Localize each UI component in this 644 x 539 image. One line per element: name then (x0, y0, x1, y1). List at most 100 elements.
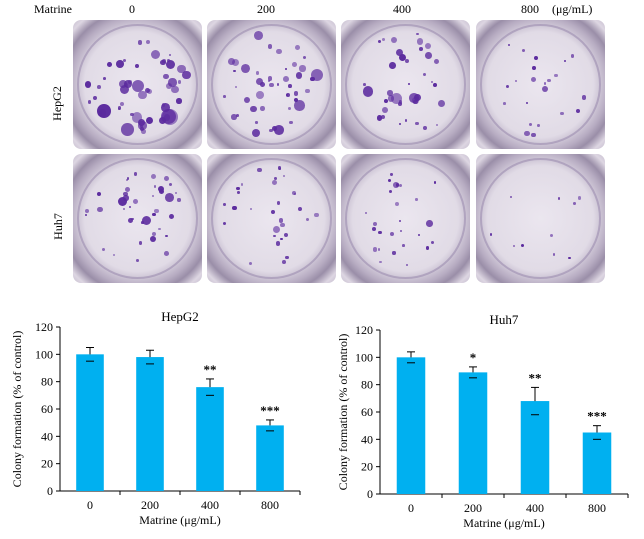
colony-spot (396, 48, 404, 56)
colony-spot (283, 76, 289, 82)
huh7-significance-label: ** (529, 370, 542, 385)
colony-spot (398, 102, 403, 107)
colony-spot (171, 85, 180, 94)
hepg2-y-tick-label: 120 (35, 320, 53, 334)
colony-spot (425, 246, 430, 250)
colony-spot (293, 91, 299, 96)
colony-spot (508, 43, 511, 47)
colony-spot (285, 255, 289, 260)
colony-spot (273, 234, 277, 238)
colony-spot (422, 72, 426, 76)
colony-spot (417, 233, 421, 236)
colony-spot (382, 107, 388, 114)
colony-spot (150, 235, 157, 242)
colony-spot (554, 73, 558, 78)
huh7-y-tick-label: 0 (367, 487, 373, 501)
colony-spot (158, 227, 161, 231)
colony-spot (134, 63, 139, 68)
huh7-y-tick-label: 20 (361, 460, 373, 474)
colony-spot (532, 66, 536, 70)
colony-spot (398, 53, 407, 62)
colony-spot (302, 55, 307, 60)
colony-spot (269, 128, 273, 133)
colony-spot (515, 80, 518, 83)
plate-hepg2-800 (476, 20, 605, 149)
colony-spot (163, 114, 171, 121)
colony-spot (249, 105, 257, 113)
row-label-huh7: Huh7 (50, 213, 65, 240)
colony-spot (123, 191, 129, 197)
colony-spot (404, 119, 408, 123)
colony-spot (165, 60, 176, 70)
colony-spot (573, 202, 577, 206)
colony-spot (161, 102, 166, 107)
hepg2-bar (76, 354, 104, 491)
huh7-x-axis-label: Matrine (μg/mL) (463, 516, 544, 530)
colony-spot (521, 48, 525, 52)
colony-spot (528, 122, 532, 126)
colony-spot (564, 59, 567, 63)
colony-spot (542, 86, 549, 92)
colony-spot (377, 115, 383, 121)
colony-spot (402, 244, 405, 247)
hepg2-x-tick-label: 400 (201, 498, 219, 512)
colony-spot (236, 186, 240, 191)
colony-spot (116, 59, 125, 68)
hepg2-y-tick-label: 40 (41, 429, 53, 443)
colony-spot (165, 193, 174, 203)
colony-spot (552, 253, 556, 256)
row-label-hepg2: HepG2 (49, 86, 64, 121)
colony-spot (141, 221, 144, 224)
colony-spot (163, 73, 169, 79)
colony-spot (96, 191, 102, 197)
colony-spot (306, 217, 309, 221)
colony-spot (122, 58, 127, 62)
colony-spot (256, 167, 262, 173)
colony-spot (575, 109, 580, 114)
colony-spot (159, 59, 166, 66)
plate-hepg2-200 (207, 20, 336, 149)
colony-spot (127, 217, 133, 223)
colony-spot (166, 58, 171, 62)
huh7-x-tick-label: 400 (526, 501, 544, 515)
colony-spot (168, 213, 175, 220)
hepg2-significance-label: ** (204, 362, 217, 377)
colony-spot (168, 182, 172, 187)
colony-spot (390, 37, 397, 44)
colony-spot (432, 82, 437, 87)
colony-spot (260, 82, 265, 88)
colony-spot (123, 195, 129, 201)
huh7-y-tick-label: 40 (361, 432, 373, 446)
hepg2-bar (136, 357, 164, 491)
colony-spot (168, 78, 177, 87)
colony-spot (509, 196, 512, 199)
colony-spot (490, 233, 493, 236)
hepg2-y-axis-label: Colony formation (% of control) (10, 331, 24, 488)
colony-spot (125, 178, 129, 182)
colony-spot (549, 233, 553, 237)
colony-spot (131, 217, 134, 221)
huh7-colony-chart: 0 20 40 60 80 100 120 0 * 200 ** 400 *** 800 Huh7 Matri… (336, 312, 629, 530)
colony-spot (276, 48, 282, 55)
plate-hepg2-0 (73, 20, 202, 149)
huh7-y-tick-label: 100 (355, 350, 373, 364)
hepg2-y-tick-label: 0 (47, 484, 53, 498)
colony-spot (391, 93, 402, 105)
colony-spot (236, 190, 240, 194)
hepg2-y-tick-label: 60 (41, 402, 53, 416)
colony-spot (286, 94, 289, 97)
huh7-bar (396, 357, 426, 494)
colony-spot (557, 197, 561, 200)
colony-spot (295, 45, 300, 51)
colony-spot (273, 125, 284, 135)
huh7-title: Huh7 (490, 312, 519, 327)
colony-spot (151, 231, 157, 237)
colony-spot (415, 198, 418, 201)
colony-spot (250, 207, 253, 211)
colony-spot (395, 183, 400, 187)
colony-spot (132, 112, 143, 123)
hepg2-colony-chart: 0 20 40 60 80 100 120 0 200 ** 400 *** 800 HepG2 Matri… (10, 309, 301, 527)
colony-spot (251, 128, 261, 138)
colony-spot (132, 79, 145, 92)
colony-spot (267, 44, 273, 50)
